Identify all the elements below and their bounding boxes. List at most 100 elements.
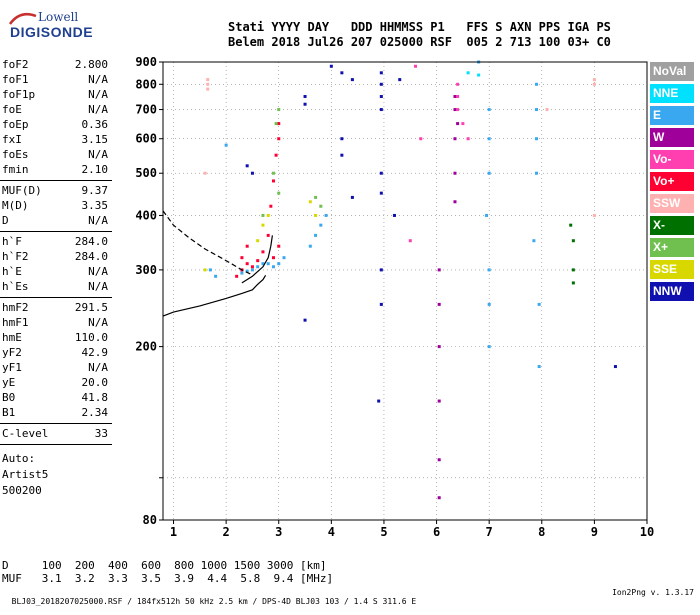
echo-point: [379, 191, 383, 195]
echo-point: [245, 244, 249, 248]
param-name: foF1p: [2, 88, 36, 101]
echo-point: [398, 78, 402, 82]
echo-point: [569, 223, 573, 227]
param-value: 284.0: [74, 235, 108, 248]
echo-point: [487, 137, 491, 141]
echo-point: [592, 82, 596, 86]
param-name: fxI: [2, 133, 22, 146]
param-value: N/A: [88, 73, 108, 86]
param-row: yF2 42.9: [2, 346, 108, 360]
echo-point: [245, 269, 249, 273]
echo-point: [271, 179, 275, 183]
x-tick-label: 3: [275, 525, 282, 539]
echo-point: [571, 239, 575, 243]
param-name: hmF2: [2, 301, 29, 314]
echo-point: [453, 137, 457, 141]
echo-point: [274, 122, 278, 126]
legend-ssw: SSW: [650, 194, 694, 213]
param-value: 20.0: [81, 376, 109, 389]
echo-point: [437, 399, 441, 403]
echo-point: [535, 108, 539, 112]
echo-point: [456, 122, 460, 126]
x-tick-label: 8: [538, 525, 545, 539]
echo-point: [535, 137, 539, 141]
param-name: MUF(D): [2, 184, 42, 197]
param-name: h`Es: [2, 280, 29, 293]
param-row: h`E N/A: [2, 265, 108, 279]
param-value: 3.15: [81, 133, 109, 146]
echo-point: [266, 262, 270, 266]
echo-point: [592, 213, 596, 217]
legend-w: W: [650, 128, 694, 147]
y-tick-label: 300: [135, 263, 157, 277]
profile-curves: [162, 210, 273, 317]
chart-grid: [163, 61, 647, 521]
echo-point: [203, 268, 207, 272]
param-row: h`Es N/A: [2, 280, 108, 294]
x-tick-label: 7: [486, 525, 493, 539]
echo-point: [535, 171, 539, 175]
legend-vo: Vo+: [650, 172, 694, 191]
param-name: foF1: [2, 73, 29, 86]
echo-point: [379, 171, 383, 175]
param-name: C-level: [2, 427, 49, 440]
param-separator: [0, 423, 112, 424]
param-value: N/A: [88, 361, 108, 374]
echo-point: [245, 262, 249, 266]
echo-point: [350, 78, 354, 82]
legend-nnw: NNW: [650, 282, 694, 301]
echo-point: [208, 268, 212, 272]
echo-point: [613, 365, 617, 369]
echo-point: [350, 195, 354, 199]
echo-point: [277, 122, 281, 126]
echo-point: [303, 102, 307, 106]
echo-point: [379, 108, 383, 112]
echo-point: [466, 137, 470, 141]
echo-point: [203, 171, 207, 175]
param-row: B1 2.34: [2, 406, 108, 420]
plot-frame: [162, 61, 648, 521]
legend-e: E: [650, 106, 694, 125]
echo-point: [340, 153, 344, 157]
echo-point: [269, 204, 273, 208]
echo-point: [453, 95, 457, 99]
x-tick-label: 5: [380, 525, 387, 539]
echo-point: [466, 71, 470, 75]
y-tick-label: 700: [135, 103, 157, 117]
y-tick-label: 800: [135, 77, 157, 91]
param-value: 2.10: [81, 163, 109, 176]
echo-point: [487, 268, 491, 272]
logo-line2: DIGISONDE: [10, 24, 94, 40]
autoscaling-info: Artist5: [2, 468, 49, 481]
echo-point: [271, 171, 275, 175]
param-value: 284.0: [74, 250, 108, 263]
param-row: hmF1 N/A: [2, 316, 108, 330]
param-row: foF2 2.800: [2, 58, 108, 72]
param-value: N/A: [88, 148, 108, 161]
echo-point: [261, 223, 265, 227]
param-value: N/A: [88, 265, 108, 278]
param-value: 291.5: [74, 301, 108, 314]
echo-point: [214, 274, 218, 278]
x-tick-label: 6: [433, 525, 440, 539]
param-name: foE: [2, 103, 22, 116]
echo-point: [271, 265, 275, 269]
param-row: MUF(D) 9.37: [2, 184, 108, 198]
dtable-line1: D 100 200 400 600 800 1000 1500 3000 [km…: [2, 559, 327, 572]
param-name: D: [2, 214, 9, 227]
echo-point: [379, 95, 383, 99]
param-value: 2.34: [81, 406, 109, 419]
param-separator: [0, 444, 112, 445]
echo-point: [319, 204, 323, 208]
param-value: 33: [94, 427, 108, 440]
param-value: 0.36: [81, 118, 109, 131]
echo-point: [535, 82, 539, 86]
echo-point: [277, 262, 281, 266]
file-info-footer: BLJ03_2018207025000.RSF / 184fx512h 50 k…: [2, 588, 698, 615]
param-row: fmin 2.10: [2, 163, 108, 177]
param-name: B0: [2, 391, 16, 404]
echo-point: [308, 244, 312, 248]
param-name: h`E: [2, 265, 22, 278]
echo-point: [261, 262, 265, 266]
echo-point: [340, 71, 344, 75]
